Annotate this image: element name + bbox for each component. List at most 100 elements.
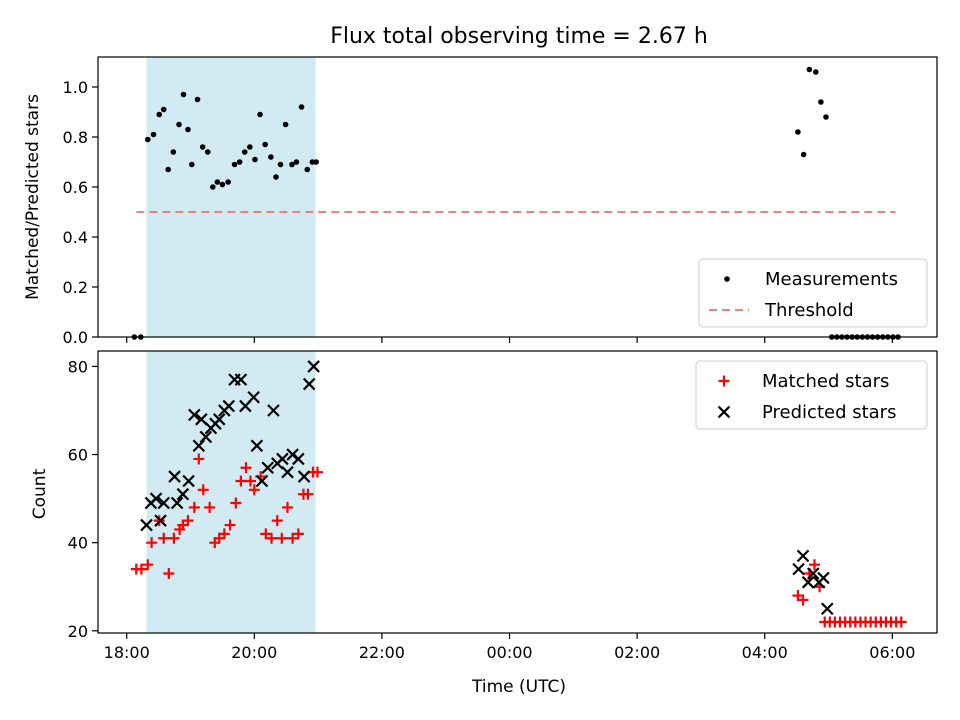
data-point xyxy=(266,532,278,544)
x-tick-label: 20:00 xyxy=(231,643,277,662)
data-point xyxy=(204,149,211,155)
data-point xyxy=(297,470,311,483)
data-point xyxy=(170,496,184,510)
data-point xyxy=(197,484,209,496)
data-point xyxy=(309,159,316,165)
data-point xyxy=(311,466,323,478)
data-point xyxy=(176,487,190,501)
data-point xyxy=(236,159,243,165)
count-panel: 18:00 20:00 22:00 00:00 02:00 04:00 06:00 20 40 6… xyxy=(68,350,938,662)
axes-frame xyxy=(97,350,938,634)
data-point xyxy=(809,559,820,571)
data-point xyxy=(298,104,305,110)
data-point xyxy=(796,549,810,563)
data-point xyxy=(276,452,289,466)
y-tick-label: 0.6 xyxy=(63,178,88,197)
data-point xyxy=(230,497,242,509)
data-point xyxy=(292,452,305,466)
data-point xyxy=(281,465,294,479)
data-point xyxy=(214,179,221,185)
data-point xyxy=(257,111,263,118)
data-point xyxy=(271,515,283,527)
data-point xyxy=(180,91,187,98)
data-point xyxy=(157,496,170,510)
data-point xyxy=(192,439,206,453)
data-point xyxy=(281,501,293,513)
data-point xyxy=(260,528,272,540)
data-point xyxy=(302,377,316,391)
data-point xyxy=(154,514,167,527)
data-point xyxy=(156,111,163,118)
data-point xyxy=(170,149,177,155)
data-point xyxy=(289,161,295,168)
data-point xyxy=(212,413,226,426)
data-point xyxy=(244,475,256,487)
data-point xyxy=(313,159,320,165)
data-point xyxy=(277,161,284,168)
data-point xyxy=(194,96,201,103)
data-point xyxy=(142,559,154,571)
legend-label: Threshold xyxy=(764,300,854,321)
data-point xyxy=(806,66,813,73)
data-point xyxy=(165,166,171,173)
ratio-panel: 0.0 0.2 0.4 0.6 0.8 1.0 Measurements Threshold xyxy=(63,56,938,347)
data-point xyxy=(817,571,830,585)
x-tick-label: 06:00 xyxy=(869,643,915,662)
y-tick-label: 0.4 xyxy=(63,228,88,247)
data-point xyxy=(292,528,304,540)
observing-span-highlight xyxy=(146,351,316,633)
data-point xyxy=(160,106,167,113)
chart-title: Flux total observing time = 2.67 h xyxy=(330,24,708,49)
data-point xyxy=(895,616,907,628)
data-point xyxy=(276,532,288,544)
predicted-stars-series xyxy=(140,360,834,616)
x-tick-label: 02:00 xyxy=(614,643,660,662)
data-point xyxy=(307,360,320,373)
legend-swatch-measurements xyxy=(724,276,730,282)
x-tick-label: 22:00 xyxy=(359,643,405,662)
data-point xyxy=(150,131,157,138)
data-point xyxy=(282,121,289,128)
data-point xyxy=(287,532,299,544)
data-point xyxy=(222,399,236,413)
data-point xyxy=(185,126,191,133)
count-y-axis-label: Count xyxy=(30,468,50,519)
data-point xyxy=(234,373,248,386)
data-point xyxy=(250,439,264,453)
data-point xyxy=(199,144,206,150)
data-point xyxy=(302,488,314,500)
data-point xyxy=(792,562,805,576)
data-point xyxy=(823,114,829,120)
data-point xyxy=(247,390,260,404)
data-point xyxy=(158,532,170,544)
data-point xyxy=(188,408,201,422)
data-point xyxy=(795,129,801,135)
x-tick-label: 00:00 xyxy=(486,643,532,662)
x-tick-label: 18:00 xyxy=(104,643,150,662)
data-point xyxy=(219,181,226,188)
data-point xyxy=(797,594,809,606)
data-point xyxy=(267,404,280,417)
y-tick-label: 0.8 xyxy=(63,128,88,147)
legend-box xyxy=(698,258,928,328)
data-point xyxy=(252,156,258,163)
axes-frame xyxy=(97,56,938,338)
data-point xyxy=(268,154,274,160)
y-tick-label: 40 xyxy=(68,534,88,553)
x-axis-label: Time (UTC) xyxy=(471,677,566,697)
legend: Matched stars Predicted stars xyxy=(695,360,928,430)
data-point xyxy=(168,470,181,483)
data-point xyxy=(193,453,205,465)
legend: Measurements Threshold xyxy=(698,258,928,328)
data-point xyxy=(255,474,269,488)
data-point xyxy=(304,166,311,173)
data-point xyxy=(149,492,163,505)
y-tick-label: 80 xyxy=(68,357,88,376)
y-tick-label: 20 xyxy=(68,622,88,641)
ratio-y-axis-label: Matched/Predicted stars xyxy=(23,94,43,300)
data-point xyxy=(195,413,208,426)
legend-swatch-matched-stars xyxy=(718,375,730,387)
data-point xyxy=(144,136,151,143)
data-point xyxy=(247,144,253,150)
